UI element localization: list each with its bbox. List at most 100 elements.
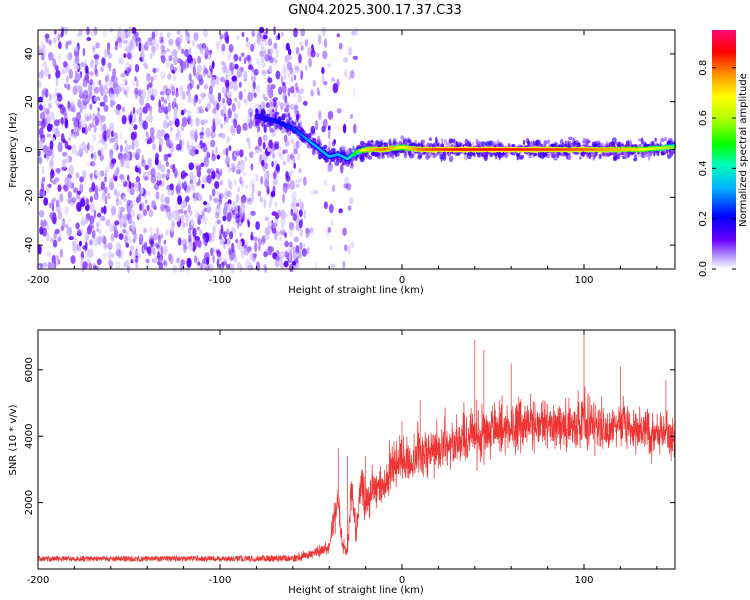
- spectrogram-cell: [179, 85, 184, 94]
- spectrogram-cell: [58, 53, 62, 63]
- spectrogram-cell: [99, 83, 103, 91]
- spectrogram-cell: [86, 26, 90, 36]
- spectrogram-cell: [42, 105, 46, 114]
- spectrogram-cell: [40, 40, 44, 48]
- spectrogram-cell: [560, 153, 565, 157]
- spectrogram-cell: [368, 155, 372, 160]
- spectrogram-cell: [103, 140, 108, 151]
- spectrogram-cell: [654, 137, 657, 142]
- spectrogram-cell: [293, 27, 298, 38]
- spectrogram-cell: [151, 31, 156, 41]
- spectrogram-cell: [267, 147, 271, 152]
- spectrogram-cell: [211, 60, 215, 69]
- spectrogram-cell: [273, 201, 278, 208]
- spectrogram-cell: [174, 202, 180, 211]
- spectrogram-cell: [223, 112, 227, 122]
- spectrogram-cell: [236, 169, 241, 175]
- spectrogram-cell: [135, 244, 139, 250]
- spectrogram-cell: [138, 41, 142, 52]
- spectrogram-cell: [178, 66, 182, 74]
- spectrogram-cell: [210, 76, 216, 88]
- spectrogram-cell: [71, 240, 77, 247]
- spectrogram-cell: [145, 258, 150, 264]
- spectrogram-cell: [648, 154, 651, 161]
- spectrogram-cell: [268, 38, 272, 47]
- spectrogram-cell: [67, 51, 73, 62]
- spectrogram-cell: [222, 215, 227, 222]
- spectrogram-cell: [504, 153, 508, 158]
- spectrogram-cell: [247, 261, 253, 272]
- spectrogram-cell: [55, 76, 59, 87]
- spectrogram-cell: [285, 170, 289, 180]
- spectrogram-cell: [146, 72, 151, 82]
- spectrogram-cell: [196, 226, 201, 231]
- spectrogram-cell: [247, 220, 250, 228]
- spectrogram-cell: [275, 100, 278, 111]
- spectrogram-cell: [41, 183, 44, 192]
- spectrogram-cell: [82, 82, 88, 88]
- spectrogram-cell: [116, 200, 123, 205]
- spectrogram-cell: [93, 86, 100, 94]
- spectrogram-cell: [267, 48, 272, 54]
- spectrogram-cell: [251, 30, 256, 37]
- spectrogram-cell: [162, 51, 166, 57]
- spectrogram-cell: [269, 127, 275, 134]
- spectrogram-cell: [198, 99, 202, 104]
- spectrogram-cell: [253, 68, 259, 76]
- spectrogram-cell: [96, 140, 102, 145]
- spectrogram-cell: [52, 93, 56, 100]
- spectrogram-cell: [190, 133, 196, 140]
- spectrogram-cell: [229, 62, 234, 72]
- spectrogram-cell: [180, 123, 185, 132]
- spectrogram-cell: [95, 170, 98, 176]
- spectrogram-cell: [273, 42, 277, 50]
- spectrogram-cell: [150, 76, 154, 83]
- spectrogram-cell: [113, 225, 117, 231]
- spectrogram-cell: [208, 85, 213, 94]
- spectrogram-cell: [222, 105, 227, 115]
- spectrogram-cell: [122, 153, 128, 160]
- spectrogram-cell: [134, 87, 139, 95]
- spectrogram-cell: [289, 154, 294, 160]
- spectrogram-cell: [255, 108, 258, 115]
- spectrogram-cell: [312, 79, 317, 87]
- spectrogram-cell: [43, 197, 49, 206]
- spectrogram-cell: [330, 263, 336, 269]
- spectrogram-cell: [74, 45, 79, 53]
- spectrogram-cell: [151, 200, 157, 210]
- spectrogram-cell: [268, 199, 272, 209]
- spectrogram-cell: [327, 130, 331, 140]
- spectrogram-cell: [236, 124, 242, 135]
- spectrogram-cell: [99, 101, 106, 107]
- spectrogram-cell: [89, 103, 93, 110]
- spectrogram-cell: [295, 245, 300, 254]
- spectrogram-cell: [212, 107, 217, 115]
- spectrogram-cell: [130, 253, 136, 262]
- spectrogram-cell: [50, 157, 54, 167]
- spectrogram-cell: [268, 56, 274, 64]
- spectrogram-cell: [236, 35, 240, 40]
- spectrogram-cell: [604, 144, 607, 148]
- spectrogram-cell: [210, 232, 215, 242]
- spectrogram-cell: [339, 157, 342, 164]
- spectrogram-cell: [257, 136, 263, 147]
- spectrogram-cell: [391, 153, 395, 159]
- spectrogram-cell: [163, 153, 169, 162]
- spectrogram-cell: [115, 261, 121, 269]
- spectrogram-cell: [321, 67, 325, 74]
- spectrogram-cell: [163, 102, 167, 109]
- snr-series-line: [38, 330, 675, 563]
- spectrogram-cell: [110, 137, 115, 143]
- spectrogram-cell: [295, 46, 300, 54]
- spectrogram-cell: [265, 27, 268, 35]
- spectrogram-cell: [232, 220, 237, 226]
- spectrogram-cell: [119, 155, 123, 163]
- spectrogram-cell: [452, 138, 456, 145]
- spectrogram-cell: [284, 95, 288, 104]
- spectrogram-cell: [109, 149, 114, 160]
- spectrogram-cell: [210, 130, 216, 139]
- colorbar-scale: [712, 30, 736, 269]
- spectrogram-cell: [283, 43, 287, 50]
- spectrogram-cell: [48, 52, 54, 61]
- spectrogram-cell: [160, 163, 165, 172]
